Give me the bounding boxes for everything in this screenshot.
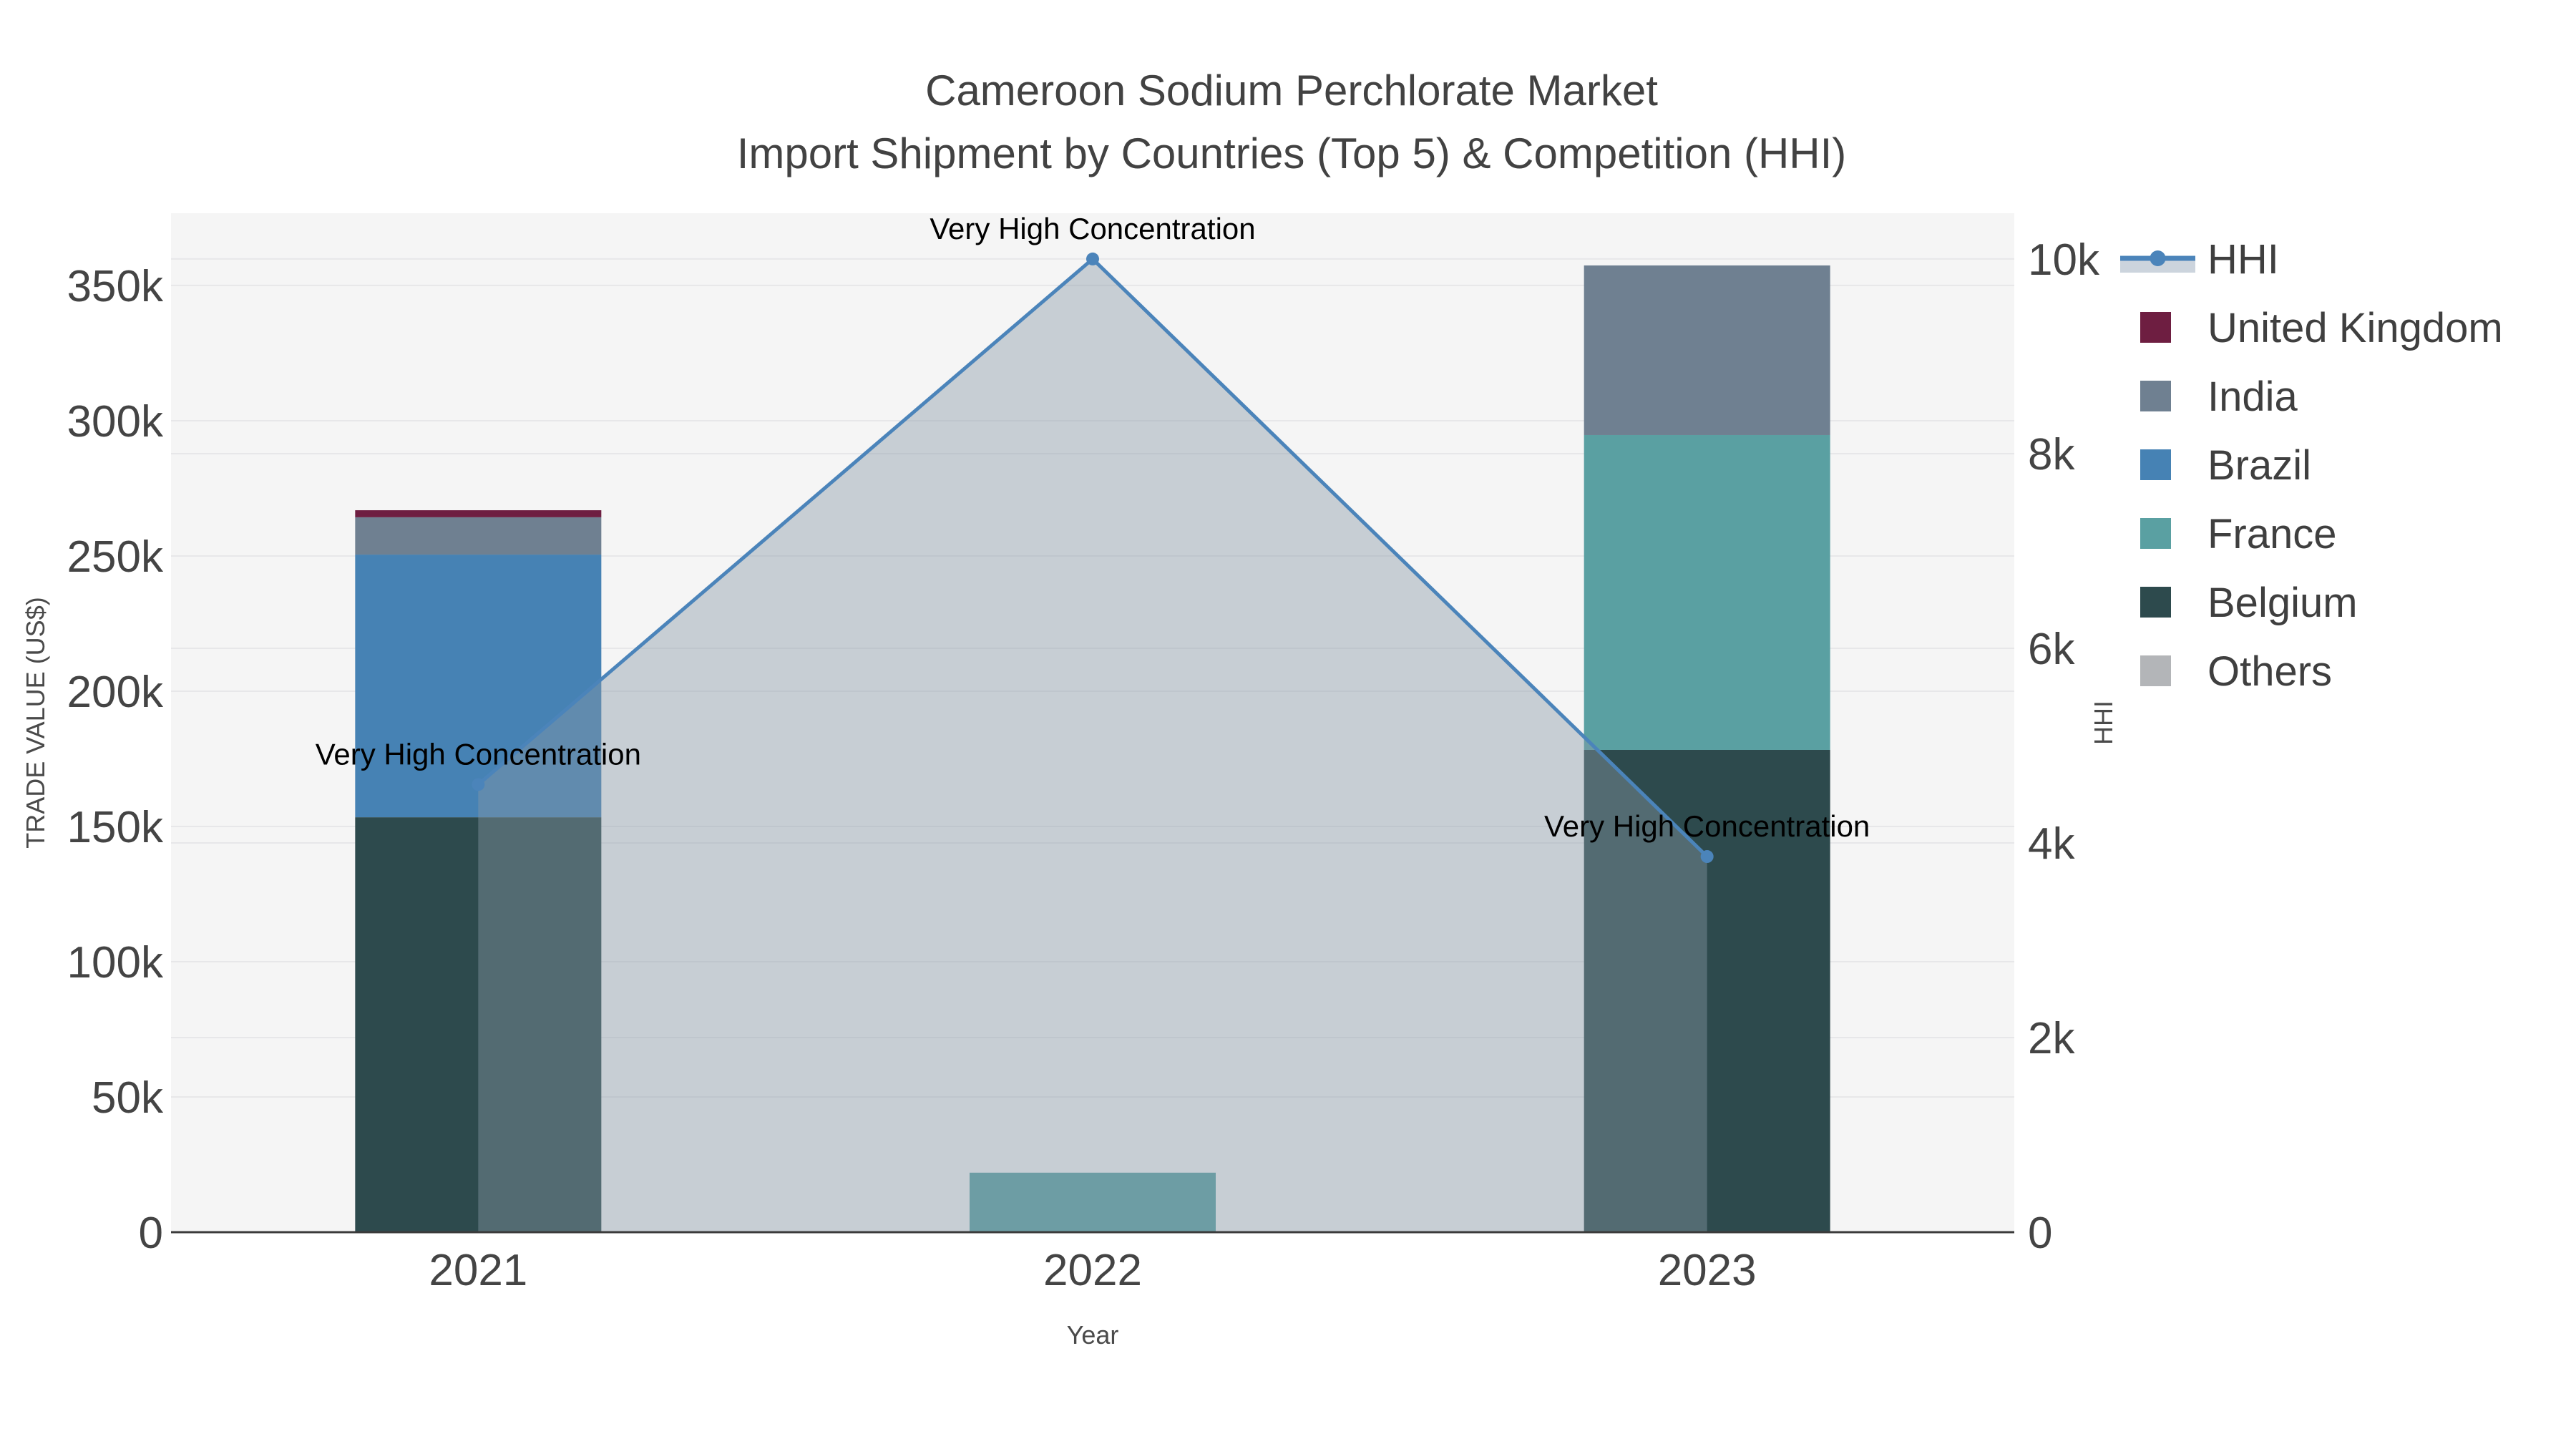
hhi-marker-2023[interactable] <box>1700 850 1714 864</box>
bar-segment-2023-india[interactable] <box>1584 265 1830 435</box>
legend-item-france[interactable]: France <box>2140 511 2337 557</box>
legend-item-united-kingdom[interactable]: United Kingdom <box>2140 305 2503 351</box>
legend-item-hhi[interactable]: HHI <box>2120 236 2279 283</box>
legend-label-hhi: HHI <box>2207 236 2279 283</box>
legend-label-india: India <box>2207 374 2298 420</box>
y-right-tick-4k: 4k <box>2028 819 2075 869</box>
y-left-tick-50k: 50k <box>92 1073 164 1123</box>
y-right-tick-6k: 6k <box>2028 625 2075 674</box>
y-right-tick-8k: 8k <box>2028 430 2075 479</box>
x-tick-2022: 2022 <box>1043 1246 1142 1295</box>
y-left-axis-title: TRADE VALUE (US$) <box>21 597 50 848</box>
legend-swatch-brazil <box>2140 449 2171 480</box>
y-left-tick-150k: 150k <box>67 803 164 852</box>
bar-segment-2021-united-kingdom[interactable] <box>355 510 602 517</box>
y-right-tick-2k: 2k <box>2028 1014 2075 1063</box>
y-left-tick-350k: 350k <box>67 262 164 311</box>
hhi-marker-2022[interactable] <box>1086 252 1099 265</box>
hhi-marker-2021[interactable] <box>472 778 485 791</box>
bar-segment-2023-belgium[interactable] <box>1584 749 1830 1232</box>
bar-segment-2021-india[interactable] <box>355 517 602 555</box>
y-left-tick-200k: 200k <box>67 668 164 717</box>
legend-item-india[interactable]: India <box>2140 374 2298 420</box>
y-left-tick-0: 0 <box>139 1209 163 1258</box>
legend-label-united-kingdom: United Kingdom <box>2207 305 2503 351</box>
y-left-tick-100k: 100k <box>67 938 164 987</box>
bar-segment-2022-france[interactable] <box>970 1172 1216 1232</box>
hhi-legend-marker-sample <box>2150 250 2166 266</box>
legend-item-others[interactable]: Others <box>2140 648 2332 695</box>
bar-segment-2021-brazil[interactable] <box>355 555 602 818</box>
y-right-tick-0: 0 <box>2028 1209 2052 1258</box>
annotation-2021: Very High Concentration <box>316 737 641 771</box>
legend-label-france: France <box>2207 511 2337 557</box>
chart-title: Cameroon Sodium Perchlorate Market <box>925 67 1658 114</box>
legend-item-belgium[interactable]: Belgium <box>2140 580 2358 626</box>
legend-swatch-france <box>2140 518 2171 549</box>
y-right-tick-10k: 10k <box>2028 235 2100 285</box>
chart-subtitle: Import Shipment by Countries (Top 5) & C… <box>736 130 1847 177</box>
bar-segment-2023-france[interactable] <box>1584 434 1830 750</box>
annotation-2022: Very High Concentration <box>930 212 1255 245</box>
legend-swatch-others <box>2140 655 2171 686</box>
legend-swatch-belgium <box>2140 587 2171 618</box>
bar-segment-2021-belgium[interactable] <box>355 817 602 1232</box>
y-right-axis-title: HHI <box>2089 701 2118 745</box>
legend-item-brazil[interactable]: Brazil <box>2140 442 2311 489</box>
x-tick-2021: 2021 <box>429 1246 527 1295</box>
legend-label-belgium: Belgium <box>2207 580 2358 626</box>
annotation-2023: Very High Concentration <box>1544 809 1870 843</box>
legend: HHI United Kingdom India Brazil France Belgiu… <box>2120 236 2503 695</box>
legend-swatch-india <box>2140 381 2171 411</box>
hhi-area <box>478 258 1707 1232</box>
legend-label-brazil: Brazil <box>2207 442 2311 489</box>
y-left-tick-250k: 250k <box>67 532 164 582</box>
x-tick-2023: 2023 <box>1658 1246 1757 1295</box>
legend-label-others: Others <box>2207 648 2332 695</box>
legend-swatch-united-kingdom <box>2140 312 2171 343</box>
y-left-tick-300k: 300k <box>67 397 164 447</box>
x-axis-title: Year <box>1067 1320 1119 1350</box>
